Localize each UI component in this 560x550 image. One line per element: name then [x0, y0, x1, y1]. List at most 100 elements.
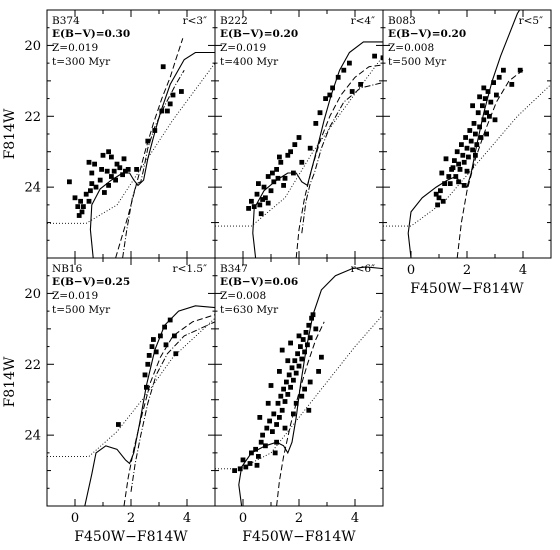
data-point [163, 342, 169, 348]
data-point [477, 94, 482, 100]
data-point [261, 184, 267, 190]
panel-b083: B083 r<5″ E(B−V)=0.20 Z=0.008 t=500 Myr … [382, 9, 552, 278]
x-tick-label: 4 [519, 263, 527, 278]
data-point [159, 108, 165, 114]
data-point [347, 60, 352, 66]
data-point [134, 167, 139, 172]
x-tick-label: 0 [71, 511, 79, 526]
data-point [258, 211, 264, 217]
data-point [263, 195, 268, 201]
data-point [501, 67, 506, 73]
data-point [473, 152, 478, 158]
data-point [167, 317, 173, 323]
data-point [254, 462, 260, 468]
reference-line-dotted [383, 84, 551, 227]
data-point [270, 170, 275, 176]
data-point [72, 195, 78, 201]
data-point [435, 202, 440, 208]
data-point [145, 361, 151, 367]
data-point [145, 138, 151, 144]
data-point [79, 209, 85, 215]
data-point [509, 82, 515, 87]
data-point [466, 154, 471, 160]
panel-nb16: NB16 r<1.5″ E(B−V)=0.25 Z=0.019 t=500 My… [24, 257, 216, 526]
cluster-name: B347 [220, 263, 248, 275]
data-point [86, 159, 92, 165]
data-point [106, 183, 111, 188]
data-point [83, 191, 89, 197]
x-tick-label: 4 [183, 511, 191, 526]
data-point [310, 312, 316, 318]
data-point [299, 393, 305, 399]
cluster-name: NB16 [52, 263, 83, 275]
data-point [485, 89, 491, 94]
data-point [492, 117, 498, 123]
data-point [330, 85, 335, 91]
data-point [249, 450, 254, 456]
data-point [284, 379, 289, 385]
data-point [254, 191, 260, 197]
data-point [293, 370, 299, 376]
data-point [282, 425, 288, 431]
reddening-label: E(B−V)=0.25 [52, 276, 130, 288]
data-point [125, 167, 131, 172]
age-label: t=500 Myr [52, 304, 111, 316]
radius-label: r<6″ [351, 263, 375, 275]
data-point [303, 330, 309, 335]
isochrone-solid [238, 266, 383, 506]
data-point [274, 439, 279, 445]
data-point [473, 131, 478, 137]
data-point [285, 392, 291, 397]
data-point [277, 154, 282, 160]
data-point [454, 149, 460, 155]
data-point [102, 190, 107, 195]
data-point [99, 167, 104, 172]
data-point [117, 165, 123, 171]
data-point [286, 372, 292, 378]
data-point [142, 372, 148, 378]
data-point [305, 342, 310, 348]
data-point [179, 89, 184, 94]
data-point [158, 333, 163, 339]
data-point [268, 188, 274, 194]
data-point [302, 349, 307, 355]
cluster-name: B083 [388, 15, 416, 27]
data-point [484, 110, 489, 116]
data-point [477, 124, 482, 130]
data-point [165, 108, 170, 114]
data-point [481, 117, 487, 123]
x-tick-label: 0 [239, 511, 247, 526]
data-point [275, 400, 281, 406]
data-point [114, 161, 120, 167]
data-point [335, 74, 341, 80]
data-point [474, 142, 480, 147]
data-point [470, 147, 475, 153]
data-point [460, 152, 466, 158]
data-point [264, 425, 270, 431]
data-point [491, 80, 496, 85]
reddening-label: E(B−V)=0.20 [220, 28, 298, 40]
data-point [106, 149, 111, 155]
data-point [120, 172, 125, 178]
isochrone-dash-dotted [301, 82, 383, 234]
data-point [160, 64, 166, 70]
data-point [277, 415, 282, 420]
data-point [288, 149, 293, 155]
isochrone-dashed [295, 64, 383, 258]
data-point [278, 159, 284, 165]
data-point [113, 177, 118, 183]
data-point [291, 411, 296, 417]
data-point [456, 161, 461, 167]
reference-line-dotted [47, 317, 215, 457]
isochrone-dash-dotted [130, 321, 215, 492]
reddening-label: E(B−V)=0.06 [220, 276, 298, 288]
data-point [237, 466, 243, 472]
data-point [81, 204, 86, 209]
data-point [313, 121, 319, 126]
data-point [247, 461, 253, 466]
data-point [173, 351, 179, 357]
data-point [78, 198, 83, 204]
data-point [116, 422, 121, 427]
age-label: t=630 Myr [220, 304, 279, 316]
